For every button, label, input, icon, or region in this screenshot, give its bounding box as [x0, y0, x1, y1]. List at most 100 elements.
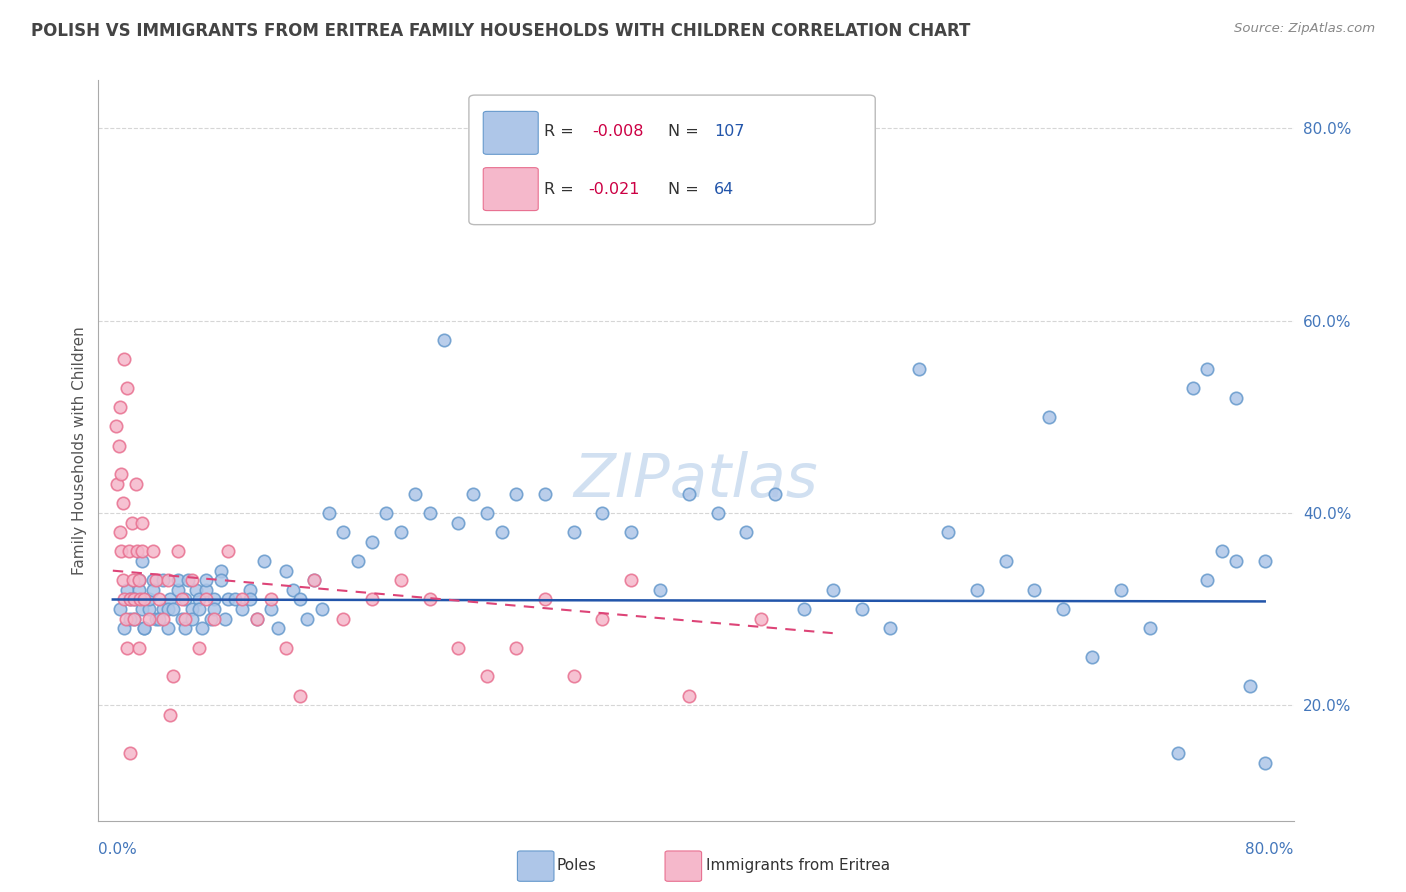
Point — [166, 574, 188, 588]
Point — [239, 582, 262, 597]
Point — [1139, 621, 1161, 635]
Point — [142, 574, 165, 588]
Point — [562, 669, 585, 683]
Point — [260, 592, 283, 607]
Point — [131, 544, 153, 558]
Point — [562, 525, 585, 540]
Point — [104, 419, 127, 434]
Point — [115, 381, 138, 395]
Point — [389, 574, 412, 588]
Point — [148, 612, 170, 626]
Point — [821, 582, 844, 597]
Point — [134, 621, 156, 635]
Point — [239, 592, 262, 607]
Point — [122, 574, 145, 588]
Point — [1167, 747, 1189, 761]
Text: 0.0%: 0.0% — [98, 842, 138, 857]
Point — [202, 592, 225, 607]
Point — [128, 574, 150, 588]
Point — [173, 612, 195, 626]
Text: 80.0%: 80.0% — [1246, 842, 1294, 857]
Point — [879, 621, 901, 635]
Point — [763, 487, 786, 501]
Point — [114, 612, 136, 626]
Point — [591, 612, 613, 626]
Point — [170, 612, 193, 626]
Point — [505, 487, 527, 501]
Point — [1052, 602, 1074, 616]
Point — [124, 592, 146, 607]
Point — [105, 477, 128, 491]
Point — [124, 592, 146, 607]
Point — [260, 602, 283, 616]
Point — [246, 612, 269, 626]
Point — [1225, 554, 1247, 568]
Point — [159, 707, 181, 722]
Point — [1197, 574, 1219, 588]
Point — [134, 621, 156, 635]
Point — [129, 592, 152, 607]
Point — [156, 621, 179, 635]
Point — [128, 582, 150, 597]
Point — [1211, 544, 1233, 558]
Point — [533, 487, 555, 501]
Point — [120, 592, 142, 607]
Point — [107, 439, 129, 453]
Point — [304, 574, 326, 588]
Point — [145, 574, 167, 588]
Point — [217, 544, 239, 558]
Point — [152, 602, 174, 616]
Text: ZIPatlas: ZIPatlas — [574, 450, 818, 509]
Point — [112, 621, 135, 635]
Point — [274, 564, 297, 578]
Point — [318, 506, 340, 520]
Y-axis label: Family Households with Children: Family Households with Children — [72, 326, 87, 574]
Point — [491, 525, 513, 540]
Point — [131, 516, 153, 530]
Point — [131, 554, 153, 568]
Text: 107: 107 — [714, 124, 744, 139]
Point — [447, 516, 470, 530]
Point — [267, 621, 290, 635]
Point — [134, 592, 156, 607]
Point — [156, 602, 179, 616]
FancyBboxPatch shape — [484, 112, 538, 154]
Point — [138, 592, 160, 607]
Point — [361, 592, 384, 607]
Point — [112, 592, 135, 607]
Point — [433, 333, 456, 347]
Point — [127, 544, 149, 558]
Point — [209, 564, 232, 578]
Point — [793, 602, 815, 616]
Point — [404, 487, 426, 501]
Point — [749, 612, 772, 626]
Point — [217, 592, 239, 607]
Point — [115, 582, 138, 597]
Point — [170, 592, 193, 607]
Point — [419, 506, 441, 520]
Point — [274, 640, 297, 655]
Point — [533, 592, 555, 607]
Point — [288, 689, 311, 703]
Text: POLISH VS IMMIGRANTS FROM ERITREA FAMILY HOUSEHOLDS WITH CHILDREN CORRELATION CH: POLISH VS IMMIGRANTS FROM ERITREA FAMILY… — [31, 22, 970, 40]
Text: R =: R = — [544, 182, 579, 196]
Text: R =: R = — [544, 124, 579, 139]
Text: -0.008: -0.008 — [592, 124, 644, 139]
Point — [936, 525, 959, 540]
Point — [851, 602, 873, 616]
Point — [162, 602, 184, 616]
Point — [994, 554, 1017, 568]
Point — [111, 574, 134, 588]
Point — [231, 602, 253, 616]
Text: -0.021: -0.021 — [589, 182, 640, 196]
Point — [288, 592, 311, 607]
Point — [120, 592, 142, 607]
Point — [648, 582, 671, 597]
Point — [1225, 391, 1247, 405]
Text: N =: N = — [668, 124, 704, 139]
Point — [966, 582, 988, 597]
FancyBboxPatch shape — [470, 95, 876, 225]
Point — [181, 612, 204, 626]
Point — [195, 592, 218, 607]
Point — [128, 574, 150, 588]
